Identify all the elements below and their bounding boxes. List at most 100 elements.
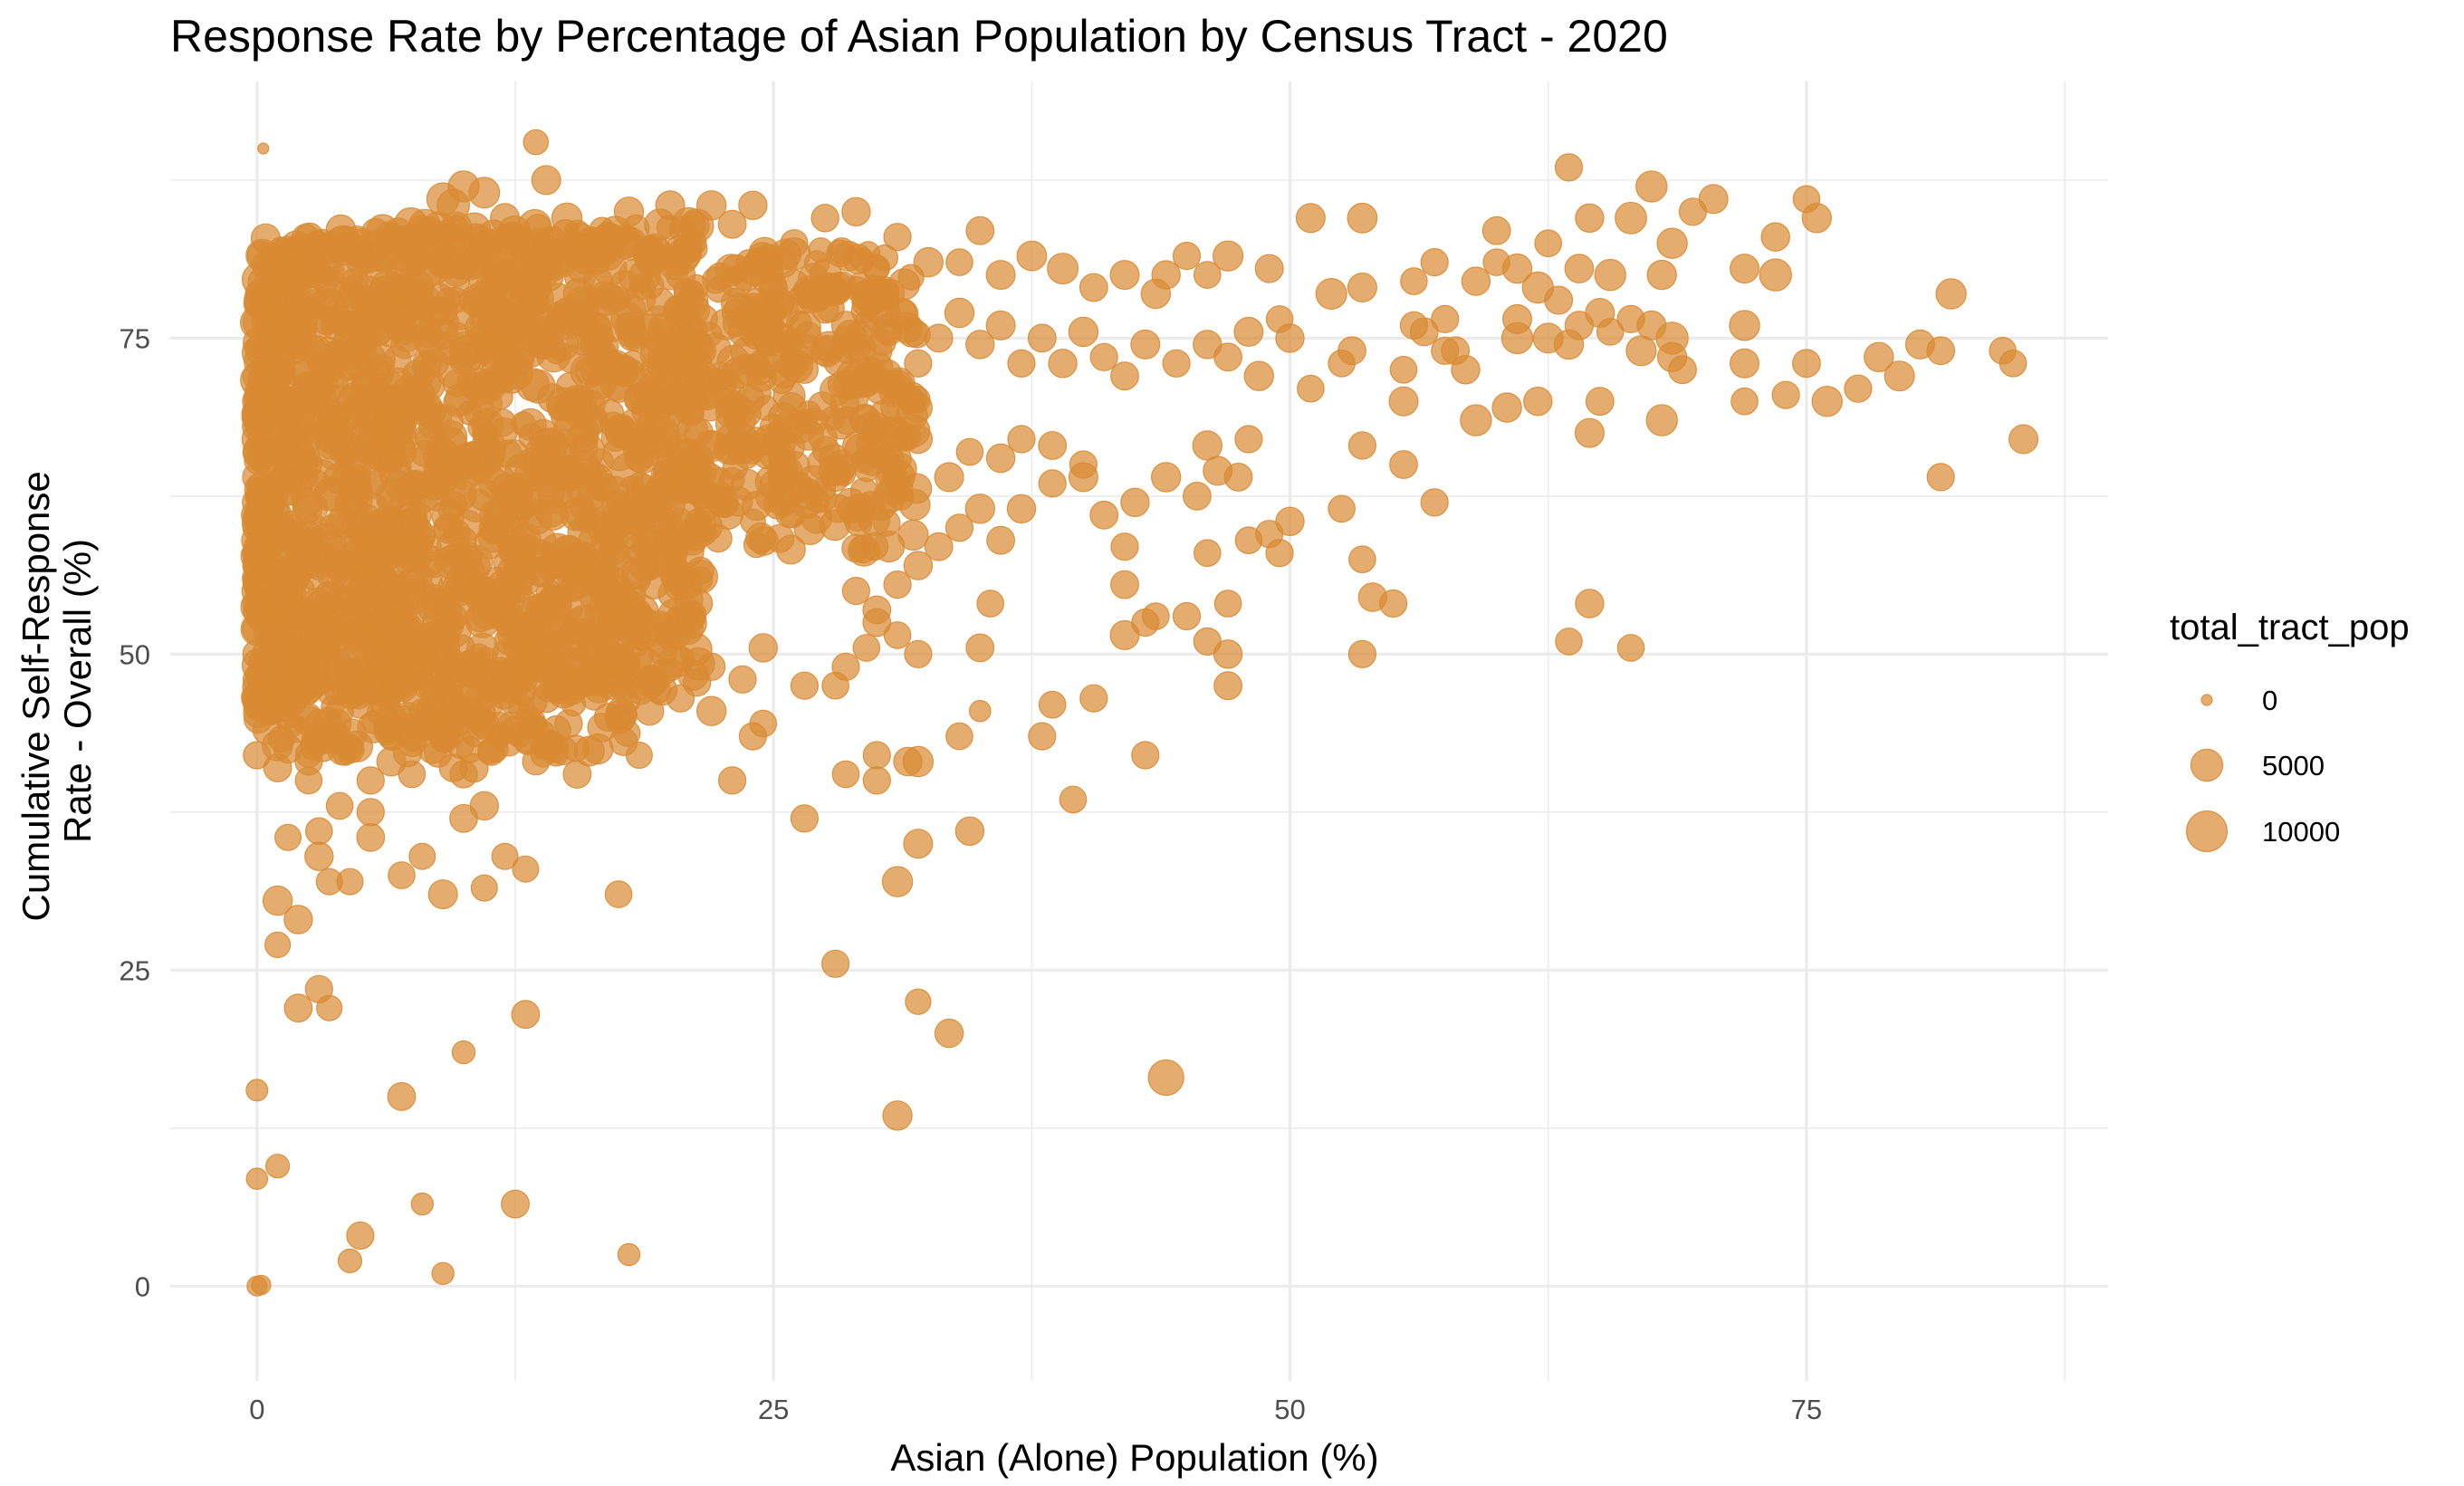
data-point-65	[1884, 360, 1915, 392]
chart-title: Response Rate by Percentage of Asian Pop…	[170, 11, 1668, 62]
data-point-60	[1771, 380, 1800, 409]
data-point-235	[262, 885, 293, 916]
data-point-209	[1348, 545, 1376, 573]
data-point-72	[1926, 463, 1955, 492]
y-tick-label-1: 25	[120, 954, 150, 986]
data-point-94	[1162, 349, 1191, 378]
data-point-230	[304, 817, 333, 846]
cloud-point-1497	[570, 417, 600, 446]
cloud-point-1437	[509, 343, 535, 370]
cloud-point-1440	[484, 582, 516, 614]
data-point-216	[625, 741, 653, 769]
cloud-point-1441	[427, 318, 459, 350]
data-point-152	[841, 576, 871, 606]
data-point-188	[862, 766, 891, 795]
data-point-87	[1297, 374, 1325, 403]
x-tick-label-3: 75	[1791, 1394, 1822, 1425]
cloud-point-1495	[509, 274, 539, 304]
data-point-175	[1059, 785, 1088, 814]
cloud-point-1195	[246, 240, 276, 270]
data-point-198	[738, 722, 768, 751]
data-point-106	[904, 349, 933, 378]
cloud-point-1108	[646, 287, 676, 317]
cloud-point-1435	[314, 580, 342, 609]
data-point-174	[1028, 722, 1057, 751]
cloud-point-1448	[390, 330, 420, 360]
data-point-103	[965, 330, 995, 360]
data-point-225	[388, 861, 416, 889]
data-point-313	[304, 260, 334, 290]
cloud-point-1498	[617, 359, 646, 388]
data-point-127	[1275, 506, 1305, 537]
cloud-point-1340	[312, 336, 347, 371]
data-point-213	[1575, 589, 1605, 618]
data-point-7	[1615, 201, 1647, 235]
data-point-163	[1213, 671, 1242, 701]
data-point-76	[1523, 387, 1553, 417]
cloud-point-1346	[674, 584, 704, 615]
cloud-point-1487	[606, 492, 630, 516]
data-point-162	[820, 462, 850, 493]
data-point-218	[512, 855, 540, 883]
cloud-point-1470	[488, 358, 519, 388]
data-point-317	[242, 361, 272, 391]
data-point-160	[862, 412, 892, 442]
data-point-8	[1575, 203, 1605, 233]
data-point-165	[1193, 627, 1222, 657]
data-point-118	[1482, 248, 1510, 276]
data-point-171	[1142, 602, 1170, 630]
cloud-point-1291	[523, 302, 557, 335]
data-point-296	[468, 177, 501, 209]
data-point-281	[376, 702, 407, 733]
cloud-point-1486	[595, 347, 620, 371]
data-point-229	[304, 841, 334, 871]
cloud-point-1443	[384, 301, 411, 329]
cloud-point-1491	[278, 237, 309, 268]
data-point-126	[1328, 494, 1356, 523]
data-point-116	[707, 361, 736, 390]
y-axis-title: Cumulative Self-Response Rate - Overall …	[14, 461, 99, 922]
data-point-145	[986, 525, 1015, 555]
data-point-279	[437, 702, 469, 733]
data-point-177	[976, 590, 1004, 618]
data-point-232	[316, 994, 343, 1021]
data-point-214	[1555, 628, 1583, 656]
cloud-point-1354	[652, 611, 682, 641]
cloud-point-1288	[412, 352, 442, 381]
legend: total_tract_pop 0 5000 10000	[2170, 608, 2410, 852]
cloud-point-1489	[659, 340, 686, 367]
data-point-149	[903, 551, 934, 580]
legend-key-1	[2190, 748, 2224, 782]
cloud-point-1814	[902, 392, 934, 424]
data-point-191	[893, 746, 923, 777]
data-point-19	[1564, 254, 1595, 283]
data-point-109	[841, 361, 871, 390]
data-point-46	[1501, 303, 1532, 334]
data-point-25	[1347, 273, 1377, 303]
data-point-202	[954, 816, 985, 847]
data-point-302	[696, 190, 727, 221]
data-point-233	[283, 993, 313, 1023]
data-point-37	[985, 260, 1016, 291]
data-point-199	[717, 766, 747, 795]
x-tick-label-0: 0	[249, 1394, 264, 1425]
data-point-226	[356, 822, 386, 852]
data-point-206	[934, 1018, 964, 1049]
data-point-161	[842, 431, 870, 460]
cloud-point-1451	[399, 469, 432, 502]
data-point-249	[265, 1154, 291, 1179]
data-point-133	[1192, 430, 1223, 461]
data-point-15	[1729, 254, 1759, 284]
cloud-point-1379	[496, 618, 530, 651]
data-point-241	[501, 1189, 530, 1219]
cloud-point-1344	[505, 524, 537, 556]
data-point-242	[410, 1192, 434, 1216]
cloud-point-1484	[330, 283, 357, 309]
cloud-point-1982	[474, 647, 498, 671]
data-point-240	[387, 1081, 417, 1111]
cloud-point-1051	[565, 499, 599, 532]
data-point-156	[955, 437, 984, 466]
data-point-54	[1668, 355, 1697, 385]
data-point-107	[882, 373, 913, 404]
data-point-182	[883, 621, 912, 649]
